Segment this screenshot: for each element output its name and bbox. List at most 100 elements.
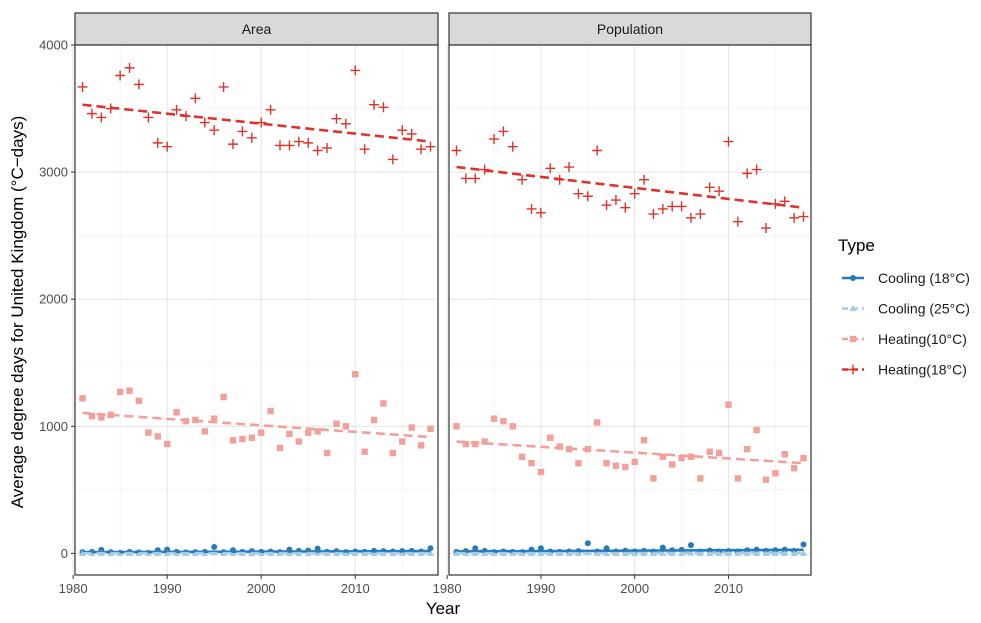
data-point bbox=[800, 454, 807, 462]
data-point bbox=[789, 212, 800, 223]
data-point bbox=[116, 388, 124, 396]
data-point bbox=[601, 200, 612, 211]
data-point bbox=[453, 423, 460, 430]
data-point bbox=[378, 102, 389, 113]
data-point bbox=[427, 425, 434, 433]
y-tick-label: 4000 bbox=[39, 38, 68, 53]
data-point bbox=[199, 117, 210, 128]
data-point bbox=[564, 162, 575, 173]
data-point bbox=[687, 542, 694, 549]
data-point bbox=[574, 549, 583, 556]
data-point bbox=[659, 453, 667, 460]
data-point bbox=[387, 154, 398, 165]
data-point bbox=[537, 468, 545, 476]
data-point bbox=[498, 126, 509, 137]
data-point bbox=[584, 540, 591, 547]
facet-strip-label: Area bbox=[242, 21, 272, 37]
trend-line bbox=[456, 165, 804, 209]
panel-population: Population 1980 1990 2000 2010 bbox=[433, 12, 812, 596]
data-point bbox=[229, 437, 237, 444]
data-point bbox=[145, 429, 152, 436]
legend-label: Heating(18°C) bbox=[878, 362, 967, 378]
data-point bbox=[173, 409, 180, 416]
data-point bbox=[657, 203, 668, 214]
data-point bbox=[331, 113, 342, 124]
data-point bbox=[669, 461, 676, 468]
data-point bbox=[284, 140, 295, 151]
data-point bbox=[490, 415, 498, 422]
x-tick-label: 1990 bbox=[153, 581, 182, 596]
trend-line bbox=[82, 411, 431, 439]
data-point bbox=[333, 420, 340, 427]
data-point bbox=[714, 186, 725, 197]
data-point bbox=[573, 188, 584, 199]
data-point bbox=[687, 453, 695, 460]
data-point bbox=[760, 223, 771, 234]
data-point bbox=[667, 201, 678, 212]
data-point bbox=[124, 62, 135, 73]
data-point bbox=[323, 449, 331, 457]
data-point bbox=[451, 145, 462, 156]
data-point bbox=[650, 475, 657, 482]
data-point bbox=[77, 81, 88, 92]
data-point bbox=[227, 139, 238, 150]
data-point bbox=[275, 140, 286, 151]
y-tick-label: 3000 bbox=[39, 165, 68, 180]
data-point bbox=[154, 433, 161, 440]
data-point bbox=[399, 438, 406, 445]
data-point bbox=[303, 137, 314, 148]
x-tick-label: 1980 bbox=[59, 581, 88, 596]
facet-strip bbox=[74, 12, 439, 46]
facet-strip bbox=[448, 12, 812, 46]
legend-title: Type bbox=[838, 236, 875, 255]
data-point bbox=[678, 454, 685, 462]
data-point bbox=[659, 544, 666, 551]
x-tick-label: 2010 bbox=[714, 581, 743, 596]
data-point bbox=[528, 459, 535, 467]
data-point bbox=[88, 412, 96, 420]
data-point bbox=[209, 125, 220, 136]
data-point bbox=[629, 188, 640, 199]
panel-border bbox=[448, 44, 812, 576]
data-point bbox=[359, 144, 370, 155]
data-point bbox=[462, 549, 470, 556]
data-point bbox=[135, 397, 143, 405]
data-point bbox=[314, 428, 321, 435]
legend-label: Cooling (18°C) bbox=[878, 270, 970, 286]
data-point bbox=[361, 448, 368, 455]
trend-line bbox=[82, 103, 431, 143]
data-point bbox=[526, 203, 537, 214]
data-point bbox=[593, 419, 601, 426]
data-point bbox=[790, 465, 798, 472]
data-point bbox=[603, 459, 610, 467]
data-point bbox=[276, 444, 284, 452]
data-point bbox=[472, 440, 479, 448]
data-point bbox=[220, 393, 227, 401]
data-point bbox=[734, 475, 742, 482]
data-point bbox=[481, 438, 488, 445]
data-point bbox=[723, 136, 734, 147]
data-point bbox=[248, 434, 255, 441]
data-point bbox=[237, 126, 248, 137]
data-point bbox=[211, 544, 218, 551]
panel-border bbox=[74, 44, 439, 576]
legend-key-marker bbox=[849, 335, 857, 343]
facet-strip-label: Population bbox=[597, 21, 663, 37]
legend-entry: Heating(18°C) bbox=[842, 362, 967, 378]
data-point bbox=[725, 401, 732, 408]
data-point bbox=[152, 137, 163, 148]
data-point bbox=[592, 145, 603, 156]
data-point bbox=[715, 549, 723, 556]
y-tick-label: 1000 bbox=[39, 419, 68, 434]
legend-key-marker bbox=[850, 275, 856, 281]
legend-label: Heating(10°C) bbox=[878, 331, 967, 347]
x-axis-title: Year bbox=[426, 599, 461, 618]
data-point bbox=[518, 453, 526, 460]
data-point bbox=[798, 211, 809, 222]
data-point bbox=[350, 65, 361, 76]
legend-key-marker bbox=[849, 304, 857, 312]
data-point bbox=[246, 132, 257, 143]
data-point bbox=[470, 173, 481, 184]
data-point bbox=[490, 549, 498, 556]
